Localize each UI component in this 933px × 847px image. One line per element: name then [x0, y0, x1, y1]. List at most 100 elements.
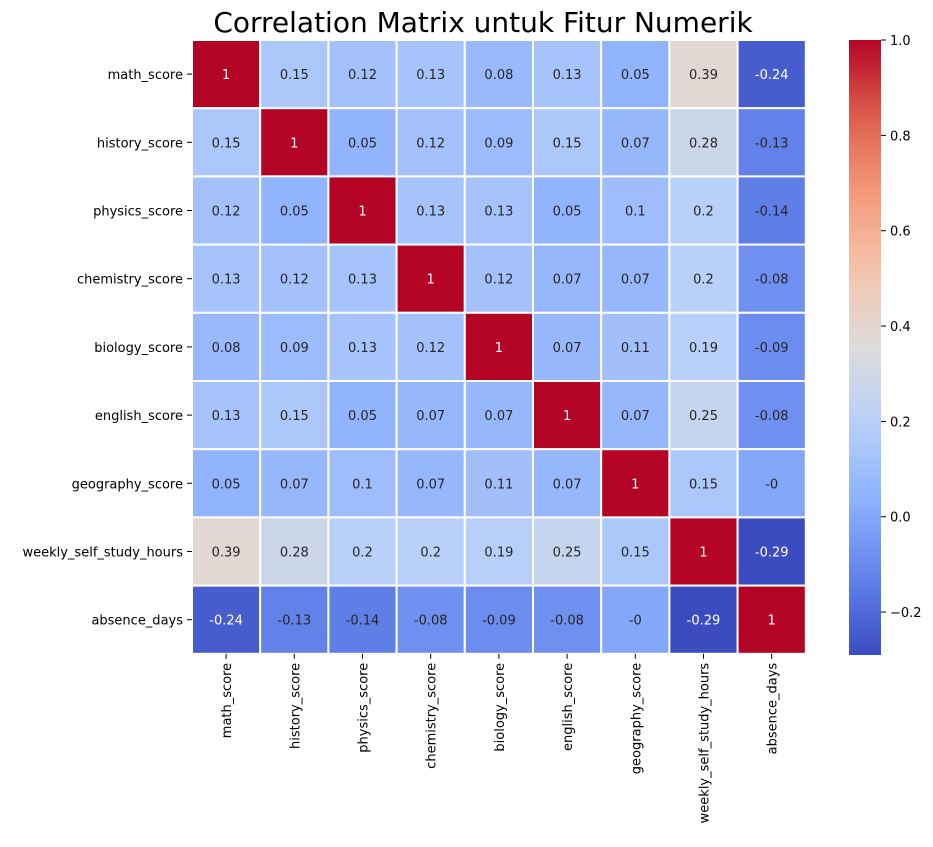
heatmap-cell-5-2: [327, 380, 398, 451]
heatmap-cell-7-0: [191, 516, 262, 587]
cell-label-6-5: 0.07: [553, 477, 582, 492]
cell-label-7-2: 0.2: [352, 546, 373, 561]
y-axis-tick-labels: math_score history_score physics_scorechem…: [22, 68, 192, 629]
cell-label-4-4: 1: [495, 341, 503, 356]
colorbar-tick-label-6: −0.2: [890, 606, 922, 621]
heatmap-cell-4-8: [736, 311, 807, 382]
y-tick-label-8: absence_days: [91, 614, 183, 629]
heatmap-cell-labels: 1 0.15 0.12 0.13 0.08 0.13 0.05 0.39 -0.24 0.15 1 0…: [209, 68, 788, 629]
y-tick-label-5: english_score: [95, 409, 183, 424]
cell-label-4-6: 0.11: [621, 341, 650, 356]
colorbar-tick-label-0: 1.0: [890, 34, 911, 49]
cell-label-3-7: 0.2: [693, 273, 714, 288]
cell-label-7-1: 0.28: [280, 546, 309, 561]
cell-label-8-3: -0.08: [414, 614, 448, 629]
cell-label-3-0: 0.13: [212, 273, 241, 288]
cell-label-7-4: 0.19: [484, 546, 513, 561]
cell-label-5-2: 0.05: [348, 409, 377, 424]
heatmap-cell-7-8: [736, 516, 807, 587]
colorbar: 1.0 0.8 0.6 0.4 0.2 0.0 −0.2: [849, 34, 922, 655]
cell-label-0-4: 0.08: [484, 68, 513, 83]
heatmap-cell-6-6: [600, 448, 671, 519]
cell-label-1-0: 0.15: [212, 136, 241, 151]
heatmap-cell-7-4: [463, 516, 534, 587]
cell-label-2-5: 0.05: [553, 205, 582, 220]
cell-label-0-5: 0.13: [553, 68, 582, 83]
heatmap-cell-1-4: [463, 107, 534, 178]
heatmap-cell-2-3: [395, 175, 466, 246]
x-tick-label-7: weekly_self_study_hours: [698, 663, 713, 824]
cell-label-5-3: 0.07: [416, 409, 445, 424]
cell-label-5-0: 0.13: [212, 409, 241, 424]
colorbar-tick-label-5: 0.0: [890, 511, 911, 526]
heatmap-cell-2-2: [327, 175, 398, 246]
cell-label-4-3: 0.12: [416, 341, 445, 356]
heatmap-cell-5-7: [668, 380, 739, 451]
cell-label-7-7: 1: [699, 546, 707, 561]
heatmap-cell-2-0: [191, 175, 262, 246]
heatmap-cell-8-2: [327, 584, 398, 655]
heatmap-cell-0-7: [668, 39, 739, 110]
heatmap-cell-6-4: [463, 448, 534, 519]
cell-label-0-2: 0.12: [348, 68, 377, 83]
cell-label-2-2: 1: [358, 205, 366, 220]
heatmap-cell-5-4: [463, 380, 534, 451]
heatmap-cell-5-8: [736, 380, 807, 451]
cell-label-4-5: 0.07: [553, 341, 582, 356]
cell-label-8-5: -0.08: [550, 614, 584, 629]
cell-label-4-8: -0.09: [755, 341, 789, 356]
cell-label-6-8: -0: [765, 477, 778, 492]
cell-label-2-3: 0.13: [416, 205, 445, 220]
cell-label-7-3: 0.2: [420, 546, 441, 561]
cell-label-7-6: 0.15: [621, 546, 650, 561]
cell-label-2-1: 0.05: [280, 205, 309, 220]
cell-label-1-5: 0.15: [553, 136, 582, 151]
cell-label-6-1: 0.07: [280, 477, 309, 492]
heatmap-cell-1-2: [327, 107, 398, 178]
cell-label-7-5: 0.25: [553, 546, 582, 561]
y-tick-label-2: physics_score: [93, 205, 183, 220]
y-tick-label-6: geography_score: [72, 477, 183, 492]
cell-label-3-8: -0.08: [755, 273, 789, 288]
heatmap-cell-2-4: [463, 175, 534, 246]
heatmap-cell-8-4: [463, 584, 534, 655]
cell-label-7-8: -0.29: [755, 546, 789, 561]
heatmap-cell-3-3: [395, 243, 466, 314]
y-tick-label-0: math_score: [108, 68, 183, 83]
cell-label-2-0: 0.12: [212, 205, 241, 220]
heatmap-cell-1-7: [668, 107, 739, 178]
cell-label-5-8: -0.08: [755, 409, 789, 424]
heatmap-cell-4-5: [532, 311, 603, 382]
x-tick-label-8: absence_days: [766, 663, 781, 755]
cell-label-4-7: 0.19: [689, 341, 718, 356]
cell-label-5-5: 1: [563, 409, 571, 424]
heatmap-cell-8-8: [736, 584, 807, 655]
cell-label-2-6: 0.1: [625, 205, 646, 220]
cell-label-7-0: 0.39: [212, 546, 241, 561]
heatmap-cell-0-5: [532, 39, 603, 110]
cell-label-5-6: 0.07: [621, 409, 650, 424]
heatmap-cell-7-5: [532, 516, 603, 587]
y-tick-label-3: chemistry_score: [77, 273, 183, 288]
cell-label-2-4: 0.13: [484, 205, 513, 220]
cell-label-0-1: 0.15: [280, 68, 309, 83]
x-tick-label-0: math_score: [220, 663, 235, 738]
cell-label-8-0: -0.24: [209, 614, 243, 629]
cell-label-1-7: 0.28: [689, 136, 718, 151]
heatmap-cell-6-1: [259, 448, 330, 519]
x-tick-label-2: physics_score: [357, 663, 372, 753]
heatmap-cell-8-0: [191, 584, 262, 655]
cell-label-6-0: 0.05: [212, 477, 241, 492]
cell-label-4-1: 0.09: [280, 341, 309, 356]
heatmap-cell-7-3: [395, 516, 466, 587]
colorbar-tick-label-3: 0.4: [890, 320, 911, 335]
cell-label-3-6: 0.07: [621, 273, 650, 288]
colorbar-tick-label-1: 0.8: [890, 129, 911, 144]
cell-label-6-2: 0.1: [352, 477, 373, 492]
x-tick-label-5: english_score: [561, 663, 576, 751]
x-tick-label-4: biology_score: [493, 663, 508, 752]
cell-label-5-7: 0.25: [689, 409, 718, 424]
x-axis-tick-labels: math_score history_score physics_score chem…: [220, 653, 781, 824]
cell-label-0-6: 0.05: [621, 68, 650, 83]
heatmap-cell-5-3: [395, 380, 466, 451]
